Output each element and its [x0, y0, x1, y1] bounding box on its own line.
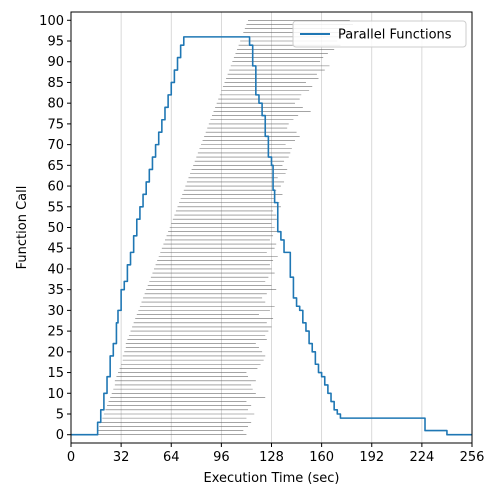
y-tick-label: 25: [47, 325, 64, 340]
y-tick-label: 95: [47, 35, 64, 50]
x-tick-layer: 0 32 64 96 128 160 192 224 256: [67, 443, 485, 465]
x-tick-label: 192: [359, 450, 384, 465]
x-axis-label: Execution Time (sec): [204, 471, 340, 486]
y-tick-label: 30: [47, 304, 64, 319]
y-tick-label: 55: [47, 200, 64, 215]
x-tick-label: 0: [67, 450, 75, 465]
y-axis-label: Function Call: [15, 186, 30, 270]
y-tick-label: 65: [47, 159, 64, 174]
x-tick-label: 128: [259, 450, 284, 465]
y-tick-label: 10: [47, 387, 64, 402]
x-tick-label: 32: [113, 450, 130, 465]
y-tick-label: 40: [47, 262, 64, 277]
x-tick-label: 256: [460, 450, 485, 465]
y-tick-label: 90: [47, 55, 64, 70]
y-tick-label: 60: [47, 180, 64, 195]
x-tick-label: 160: [309, 450, 334, 465]
x-tick-label: 96: [213, 450, 230, 465]
legend-box: [292, 20, 467, 48]
series-line: [71, 36, 472, 436]
y-tick-label: 80: [47, 97, 64, 112]
legend-label: Parallel Functions: [338, 28, 452, 43]
series-layer: [71, 36, 472, 436]
y-tick-label: 35: [47, 283, 64, 298]
y-tick-label: 5: [56, 407, 64, 422]
x-tick-label: 64: [163, 450, 180, 465]
y-tick-label: 50: [47, 221, 64, 236]
y-tick-label: 15: [47, 366, 64, 381]
y-tick-label: 100: [39, 14, 64, 29]
y-tick-label: 0: [56, 428, 64, 443]
y-tick-label: 70: [47, 138, 64, 153]
legend: Parallel Functions: [292, 20, 467, 48]
x-tick-label: 224: [409, 450, 434, 465]
y-tick-label: 45: [47, 242, 64, 257]
y-tick-label: 75: [47, 117, 64, 132]
y-tick-label: 85: [47, 76, 64, 91]
y-tick-layer: 0 5 10 15 20 25 30 35 40 45 50 55 60 65 70 75 80 85 90 95 10…: [39, 14, 71, 443]
y-tick-label: 20: [47, 345, 64, 360]
range-lines-layer: [94, 19, 353, 436]
